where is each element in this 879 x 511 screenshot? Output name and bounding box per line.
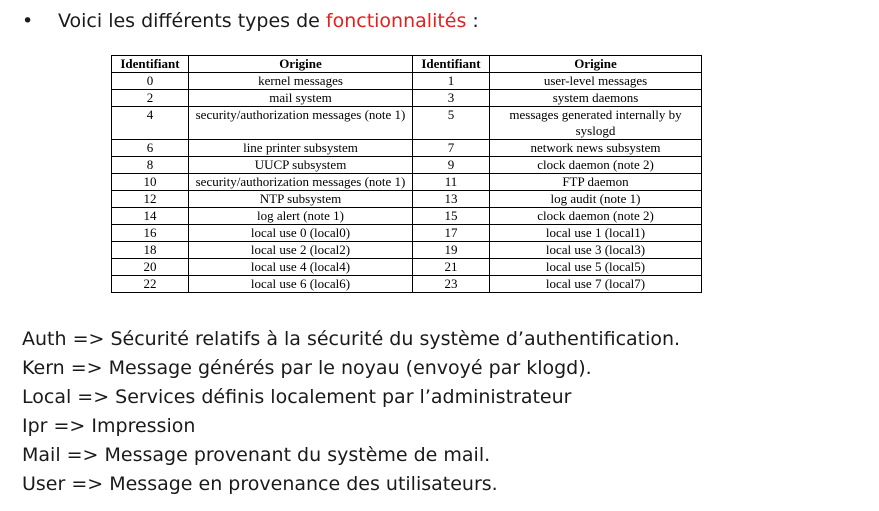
cell-origine: local use 3 (local3): [489, 241, 702, 259]
header-identifiant-1: Identifiant: [111, 55, 189, 73]
definition-item: User => Message en provenance des utilis…: [22, 473, 498, 495]
cell-identifiant: 5: [412, 106, 490, 140]
table-row: 16 local use 0 (local0) 17 local use 1 (loc…: [111, 224, 702, 242]
table-body: 0 kernel messages 1 user-level messages 2 mai…: [111, 72, 702, 293]
cell-identifiant: 18: [111, 241, 189, 259]
table-row: 6 line printer subsystem 7 network news sub…: [111, 139, 702, 157]
cell-identifiant: 4: [111, 106, 189, 140]
cell-identifiant: 17: [412, 224, 490, 242]
cell-origine: line printer subsystem: [188, 139, 413, 157]
cell-origine: local use 2 (local2): [188, 241, 413, 259]
cell-origine: system daemons: [489, 89, 702, 107]
cell-origine: local use 5 (local5): [489, 258, 702, 276]
definition-item: Kern => Message générés par le noyau (en…: [22, 357, 592, 379]
table-row: 12 NTP subsystem 13 log audit (note 1): [111, 190, 702, 208]
definition-item: Ipr => Impression: [22, 415, 196, 437]
cell-origine: FTP daemon: [489, 173, 702, 191]
cell-identifiant: 16: [111, 224, 189, 242]
facility-table-container: Identifiant Origine Identifiant Origine …: [111, 55, 702, 293]
cell-identifiant: 13: [412, 190, 490, 208]
cell-origine: log alert (note 1): [188, 207, 413, 225]
table-row: 18 local use 2 (local2) 19 local use 3 (loc…: [111, 241, 702, 259]
cell-identifiant: 19: [412, 241, 490, 259]
cell-origine: clock daemon (note 2): [489, 156, 702, 174]
cell-identifiant: 2: [111, 89, 189, 107]
header-origine-2: Origine: [489, 55, 702, 73]
cell-origine: log audit (note 1): [489, 190, 702, 208]
cell-origine: UUCP subsystem: [188, 156, 413, 174]
cell-identifiant: 0: [111, 72, 189, 90]
table-row: 14 log alert (note 1) 15 clock daemon (note…: [111, 207, 702, 225]
cell-origine: local use 6 (local6): [188, 275, 413, 293]
table-row: 8 UUCP subsystem 9 clock daemon (note 2): [111, 156, 702, 174]
cell-origine: network news subsystem: [489, 139, 702, 157]
cell-identifiant: 14: [111, 207, 189, 225]
cell-identifiant: 1: [412, 72, 490, 90]
table-row: 2 mail system 3 system daemons: [111, 89, 702, 107]
cell-origine: kernel messages: [188, 72, 413, 90]
definitions-list: Auth => Sécurité relatifs à la sécurité …: [22, 325, 680, 499]
header-origine-1: Origine: [188, 55, 413, 73]
cell-identifiant: 8: [111, 156, 189, 174]
table-row: 4 security/authorization messages (note 1…: [111, 106, 702, 140]
table-row: 22 local use 6 (local6) 23 local use 7 (loc…: [111, 275, 702, 293]
cell-identifiant: 10: [111, 173, 189, 191]
cell-identifiant: 9: [412, 156, 490, 174]
cell-origine: clock daemon (note 2): [489, 207, 702, 225]
cell-identifiant: 21: [412, 258, 490, 276]
facility-table: Identifiant Origine Identifiant Origine …: [111, 55, 702, 293]
cell-origine: mail system: [188, 89, 413, 107]
header-identifiant-2: Identifiant: [412, 55, 490, 73]
cell-origine: security/authorization messages (note 1): [188, 173, 413, 191]
heading-highlight: fonctionnalités: [325, 10, 467, 32]
table-header-row: Identifiant Origine Identifiant Origine: [111, 55, 702, 73]
cell-identifiant: 15: [412, 207, 490, 225]
cell-origine: local use 0 (local0): [188, 224, 413, 242]
table-row: 0 kernel messages 1 user-level messages: [111, 72, 702, 90]
cell-origine: messages generated internally by syslogd: [489, 106, 702, 140]
cell-origine: NTP subsystem: [188, 190, 413, 208]
table-row: 20 local use 4 (local4) 21 local use 5 (loc…: [111, 258, 702, 276]
cell-identifiant: 3: [412, 89, 490, 107]
table-row: 10 security/authorization messages (note …: [111, 173, 702, 191]
cell-origine: user-level messages: [489, 72, 702, 90]
definition-item: Auth => Sécurité relatifs à la sécurité …: [22, 328, 681, 350]
heading-prefix: Voici les différents types de: [58, 10, 326, 32]
bullet-icon: •: [22, 10, 34, 32]
heading-line: • Voici les différents types de fonction…: [22, 4, 479, 38]
cell-identifiant: 12: [111, 190, 189, 208]
cell-origine: local use 7 (local7): [489, 275, 702, 293]
heading-suffix: :: [466, 10, 479, 32]
definition-item: Mail => Message provenant du système de …: [22, 444, 491, 466]
cell-identifiant: 11: [412, 173, 490, 191]
cell-origine: local use 1 (local1): [489, 224, 702, 242]
cell-identifiant: 6: [111, 139, 189, 157]
cell-identifiant: 20: [111, 258, 189, 276]
cell-origine: local use 4 (local4): [188, 258, 413, 276]
cell-identifiant: 23: [412, 275, 490, 293]
definition-item: Local => Services définis localement par…: [22, 386, 572, 408]
cell-identifiant: 7: [412, 139, 490, 157]
cell-origine: security/authorization messages (note 1): [188, 106, 413, 140]
cell-identifiant: 22: [111, 275, 189, 293]
